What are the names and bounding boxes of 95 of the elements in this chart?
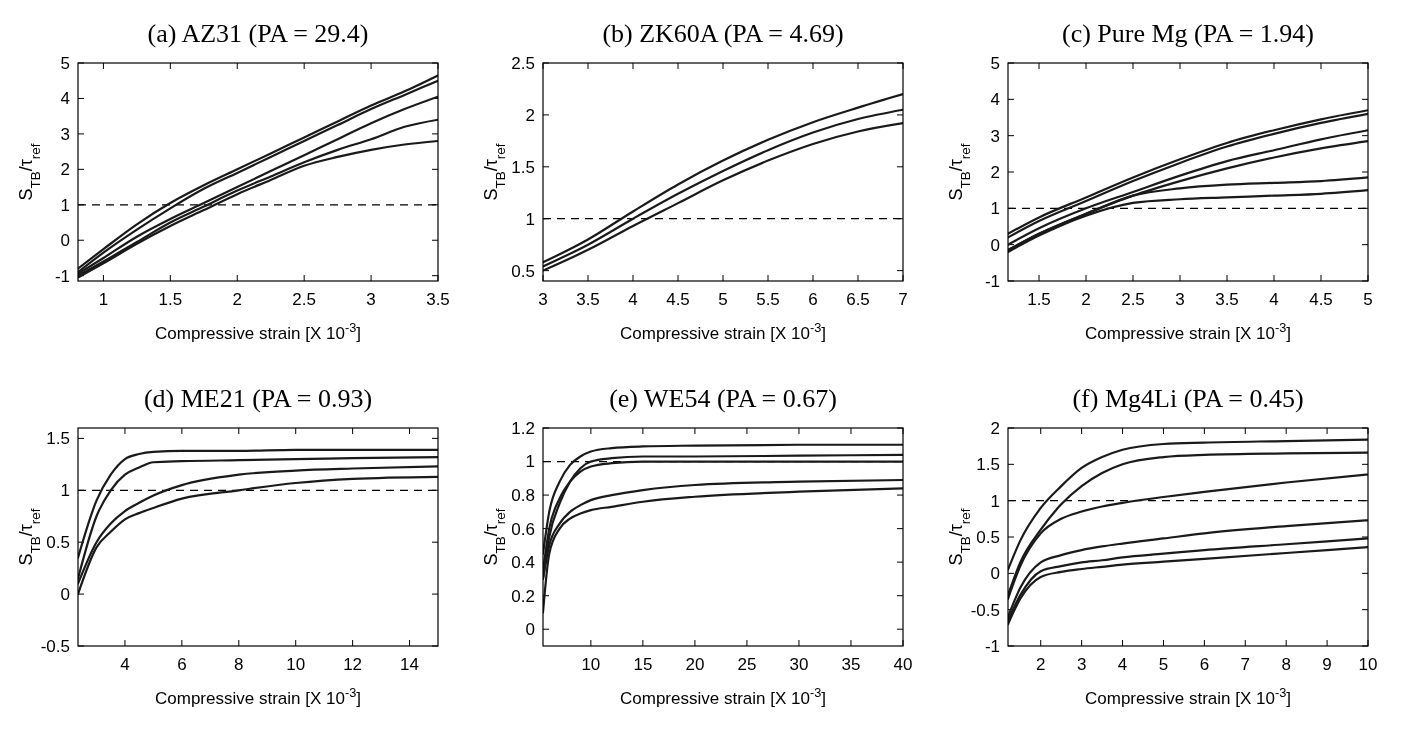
chart-title: (c) Pure Mg (PA = 1.94) xyxy=(1061,19,1315,48)
y-tick-label: -1 xyxy=(54,266,70,286)
x-tick-label: 3 xyxy=(1076,655,1087,674)
chart-title: (f) Mg4Li (PA = 0.45) xyxy=(1072,384,1304,413)
y-tick-label: 2 xyxy=(990,418,1000,438)
x-tick-label: 20 xyxy=(685,655,705,674)
x-axis-title: Compressive strain [X 10$^{-3}$] xyxy=(155,684,361,708)
x-tick-label: 3 xyxy=(366,290,376,309)
x-tick-label: 12 xyxy=(343,655,363,674)
x-tick-label: 10 xyxy=(1358,655,1378,674)
chart-title: (e) WE54 (PA = 0.67) xyxy=(609,384,837,413)
y-tick-label: 0.6 xyxy=(511,519,535,539)
chart-title: (a) AZ31 (PA = 29.4) xyxy=(147,19,369,48)
x-tick-label: 9 xyxy=(1322,655,1332,674)
x-tick-label: 5.5 xyxy=(756,290,780,309)
x-tick-label: 35 xyxy=(841,655,861,674)
x-tick-label: 5 xyxy=(1158,655,1169,674)
x-tick-label: 6 xyxy=(808,290,818,309)
x-tick-label: 2 xyxy=(1035,655,1046,674)
y-tick-label: 2 xyxy=(60,160,70,180)
x-tick-label: 8 xyxy=(234,655,244,674)
y-tick-label: 0.5 xyxy=(511,261,535,281)
x-tick-label: 2 xyxy=(1081,290,1091,309)
x-tick-label: 40 xyxy=(893,655,913,674)
y-tick-label: 0.4 xyxy=(511,553,535,573)
x-tick-label: 14 xyxy=(400,655,419,674)
y-tick-label: 1 xyxy=(60,195,70,215)
y-tick-label: -1 xyxy=(984,636,1000,656)
y-tick-label: 3 xyxy=(60,124,70,144)
y-tick-label: -1 xyxy=(984,271,1000,291)
x-axis-title: Compressive strain [X 10$^{-3}$] xyxy=(1085,684,1291,708)
x-tick-label: 4.5 xyxy=(666,290,690,309)
y-tick-label: 0.2 xyxy=(511,586,535,606)
x-tick-label: 4 xyxy=(120,655,130,674)
y-tick-label: 0 xyxy=(60,231,70,251)
x-tick-label: 25 xyxy=(737,655,757,674)
x-tick-label: 3 xyxy=(538,290,548,309)
x-tick-label: 15 xyxy=(633,655,653,674)
x-tick-label: 2 xyxy=(232,290,242,309)
x-tick-label: 3 xyxy=(1175,290,1185,309)
y-tick-label: 5 xyxy=(990,53,1000,73)
x-tick-label: 1.5 xyxy=(158,290,183,309)
chart-title: (b) ZK60A (PA = 4.69) xyxy=(602,19,844,48)
y-tick-label: 2 xyxy=(990,162,1000,182)
y-tick-label: 5 xyxy=(60,53,70,73)
y-tick-label: 4 xyxy=(990,90,1000,110)
x-tick-label: 5 xyxy=(1363,290,1373,309)
y-tick-label: 4 xyxy=(60,89,70,109)
y-tick-label: 2.5 xyxy=(511,53,535,73)
x-tick-label: 4 xyxy=(1117,655,1128,674)
y-tick-label: 1 xyxy=(525,209,535,229)
y-tick-label: 1 xyxy=(990,491,1000,511)
x-axis-title: Compressive strain [X 10$^{-3}$] xyxy=(155,319,361,343)
x-tick-label: 30 xyxy=(789,655,809,674)
y-tick-label: 1.5 xyxy=(511,157,535,177)
x-tick-label: 7 xyxy=(1240,655,1251,674)
y-tick-label: 1.2 xyxy=(511,418,535,438)
y-tick-label: 1 xyxy=(60,481,70,501)
x-tick-label: 4 xyxy=(628,290,638,309)
x-tick-label: 5 xyxy=(718,290,728,309)
y-tick-label: 3 xyxy=(990,126,1000,146)
x-tick-label: 6 xyxy=(1199,655,1210,674)
x-tick-label: 3.5 xyxy=(1215,290,1239,309)
y-tick-label: 0 xyxy=(525,620,535,640)
x-tick-label: 2.5 xyxy=(292,290,316,309)
y-tick-label: 0 xyxy=(990,564,1000,584)
x-tick-label: 6.5 xyxy=(846,290,870,309)
y-tick-label: 0.5 xyxy=(976,527,1000,547)
y-tick-label: 0.8 xyxy=(511,486,535,506)
y-tick-label: 0.5 xyxy=(46,533,70,553)
x-axis-title: Compressive strain [X 10$^{-3}$] xyxy=(1085,319,1291,343)
y-tick-label: -0.5 xyxy=(40,636,70,656)
x-axis-title: Compressive strain [X 10$^{-3}$] xyxy=(620,319,826,343)
x-tick-label: 7 xyxy=(898,290,908,309)
x-tick-label: 3.5 xyxy=(426,290,450,309)
y-tick-label: 1.5 xyxy=(976,455,1000,475)
x-axis-title: Compressive strain [X 10$^{-3}$] xyxy=(620,684,826,708)
x-tick-label: 10 xyxy=(581,655,601,674)
x-tick-label: 4.5 xyxy=(1309,290,1333,309)
x-tick-label: 2.5 xyxy=(1121,290,1145,309)
x-tick-label: 3.5 xyxy=(576,290,600,309)
x-tick-label: 1.5 xyxy=(1027,290,1051,309)
chart-title: (d) ME21 (PA = 0.93) xyxy=(143,384,373,413)
x-tick-label: 6 xyxy=(177,655,187,674)
y-tick-label: 1 xyxy=(525,452,535,472)
x-tick-label: 4 xyxy=(1269,290,1279,309)
y-tick-label: 1 xyxy=(990,199,1000,219)
y-tick-label: 0 xyxy=(990,235,1000,255)
y-tick-label: 0 xyxy=(60,585,70,605)
x-tick-label: 1 xyxy=(98,290,109,309)
x-tick-label: 10 xyxy=(286,655,306,674)
y-tick-label: -0.5 xyxy=(970,600,1000,620)
y-tick-label: 2 xyxy=(525,105,535,125)
y-tick-label: 1.5 xyxy=(46,429,70,449)
x-tick-label: 8 xyxy=(1281,655,1291,674)
